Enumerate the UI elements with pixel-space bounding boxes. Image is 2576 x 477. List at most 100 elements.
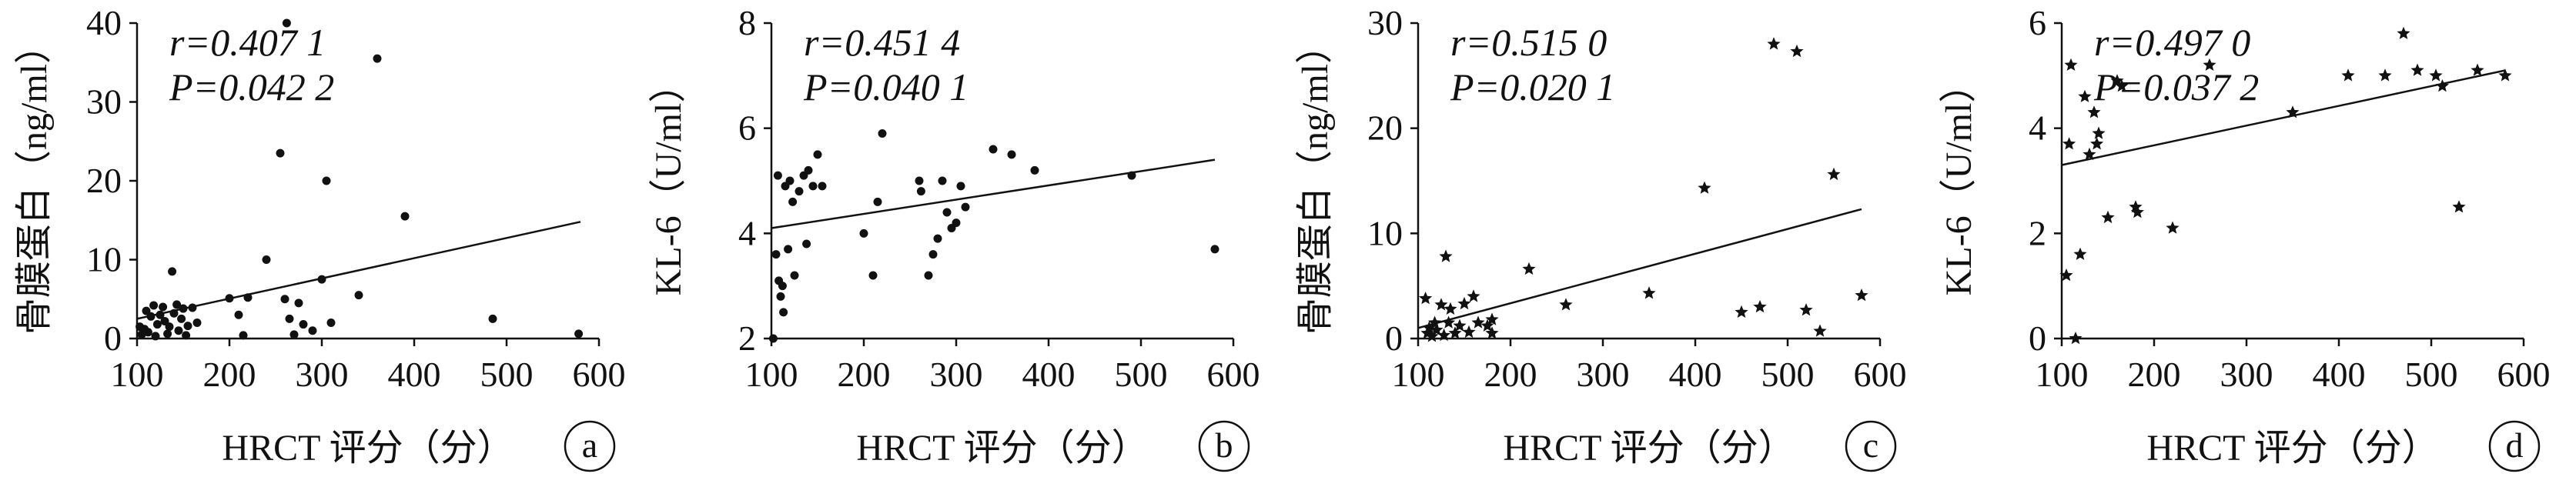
panel-label: a xyxy=(582,425,597,465)
data-point-star xyxy=(2129,200,2143,213)
data-point-star xyxy=(1471,315,1485,329)
data-point xyxy=(961,202,970,212)
x-tick-label: 100 xyxy=(111,355,164,394)
x-tick-label: 600 xyxy=(1207,355,1260,394)
p-value: P=0.020 1 xyxy=(1450,65,1615,108)
data-point xyxy=(262,255,271,264)
data-point xyxy=(1007,150,1016,159)
data-point xyxy=(802,239,811,249)
panel-b: 100 200 300 400 500 600 2 4 6 8 r=0.451 4P=0.040 1… xyxy=(648,3,1260,472)
panel-label-circle xyxy=(564,420,616,472)
data-point xyxy=(294,299,303,308)
panel-label-circle xyxy=(1845,420,1897,472)
data-point xyxy=(771,250,781,259)
data-point xyxy=(916,187,925,196)
data-point-star xyxy=(1442,315,1456,329)
x-tick-label: 100 xyxy=(745,355,798,394)
y-tick-label: 2 xyxy=(2029,213,2046,252)
data-point xyxy=(868,271,878,280)
data-point-star xyxy=(1559,298,1573,311)
y-tick-label: 4 xyxy=(738,213,756,252)
data-point xyxy=(225,294,234,303)
x-tick-label: 500 xyxy=(1115,355,1168,394)
data-point xyxy=(1127,171,1136,180)
data-point-star xyxy=(2410,63,2424,76)
data-point-star xyxy=(2078,89,2092,102)
data-point-star xyxy=(1480,319,1494,332)
data-point xyxy=(289,330,299,339)
data-point xyxy=(373,54,382,63)
data-point xyxy=(924,271,933,280)
data-point xyxy=(574,329,584,339)
data-point xyxy=(942,208,952,217)
panel-a: 100 200 300 400 500 600 0 10 20 30 40 r=0.407 1P=0.… xyxy=(14,3,626,472)
data-point-star xyxy=(2073,247,2087,260)
x-axis-label: HRCT 评分（分） xyxy=(222,428,514,469)
data-point-star xyxy=(1422,321,1436,334)
data-point xyxy=(308,326,317,335)
p-value: P=0.042 2 xyxy=(169,65,334,108)
data-point xyxy=(299,320,308,329)
data-point-star xyxy=(2059,269,2073,282)
data-point-star xyxy=(2286,105,2300,118)
x-tick-label: 100 xyxy=(1392,355,1445,394)
data-point-star xyxy=(2062,137,2076,150)
x-axis-label: HRCT 评分（分） xyxy=(2146,428,2438,469)
data-point-star xyxy=(1799,303,1813,316)
data-point xyxy=(400,212,410,221)
data-point-star xyxy=(1642,286,1656,299)
x-tick-label: 200 xyxy=(203,355,256,394)
data-point xyxy=(156,310,165,319)
y-tick-label: 30 xyxy=(1367,3,1403,42)
data-point xyxy=(878,129,887,138)
data-point-star xyxy=(2064,58,2078,71)
p-value: P=0.037 2 xyxy=(2093,65,2259,108)
data-point-star xyxy=(1430,323,1444,336)
data-point xyxy=(282,18,291,28)
data-point xyxy=(795,187,804,196)
panel-label-circle xyxy=(1198,420,1250,472)
y-tick-label: 20 xyxy=(1367,108,1403,148)
data-point-star xyxy=(1813,324,1827,337)
data-point xyxy=(779,308,788,317)
data-point xyxy=(933,234,942,243)
y-tick-label: 0 xyxy=(2029,319,2046,358)
data-point-star xyxy=(1753,300,1767,313)
data-point xyxy=(776,292,785,301)
regression-line xyxy=(1417,208,1862,329)
x-tick-label: 500 xyxy=(1761,355,1815,394)
data-point xyxy=(778,282,787,291)
y-axis-label: 骨膜蛋白（ng/ml） xyxy=(14,27,55,335)
data-point-star xyxy=(1444,302,1457,315)
data-point-star xyxy=(1462,325,1476,339)
data-point-star xyxy=(2471,63,2484,76)
x-tick-label: 200 xyxy=(2128,355,2181,394)
data-point xyxy=(785,176,795,185)
y-tick-label: 6 xyxy=(2029,3,2046,42)
data-point xyxy=(1030,165,1039,175)
data-point xyxy=(928,250,938,259)
data-point-star xyxy=(1767,37,1781,50)
x-tick-label: 300 xyxy=(930,355,983,394)
x-tick-label: 300 xyxy=(1577,355,1630,394)
data-point-star xyxy=(2087,105,2101,118)
x-tick-label: 600 xyxy=(2497,355,2551,394)
data-point xyxy=(188,303,197,312)
x-tick-label: 400 xyxy=(388,355,441,394)
data-point-star xyxy=(1790,44,1804,58)
regression-line xyxy=(136,221,581,320)
data-point-star xyxy=(2069,332,2083,345)
y-tick-label: 10 xyxy=(86,240,122,279)
data-point-star xyxy=(1522,262,1536,275)
y-tick-label: 0 xyxy=(104,319,122,358)
data-point-star xyxy=(1735,305,1748,319)
data-point xyxy=(163,329,172,339)
data-point xyxy=(813,150,822,159)
data-point xyxy=(151,332,160,341)
y-tick-label: 0 xyxy=(1385,319,1403,358)
y-tick-label: 20 xyxy=(86,161,122,200)
x-tick-label: 400 xyxy=(2313,355,2366,394)
x-tick-label: 400 xyxy=(1022,355,1076,394)
y-axis-label: 骨膜蛋白（ng/ml） xyxy=(1295,27,1336,335)
